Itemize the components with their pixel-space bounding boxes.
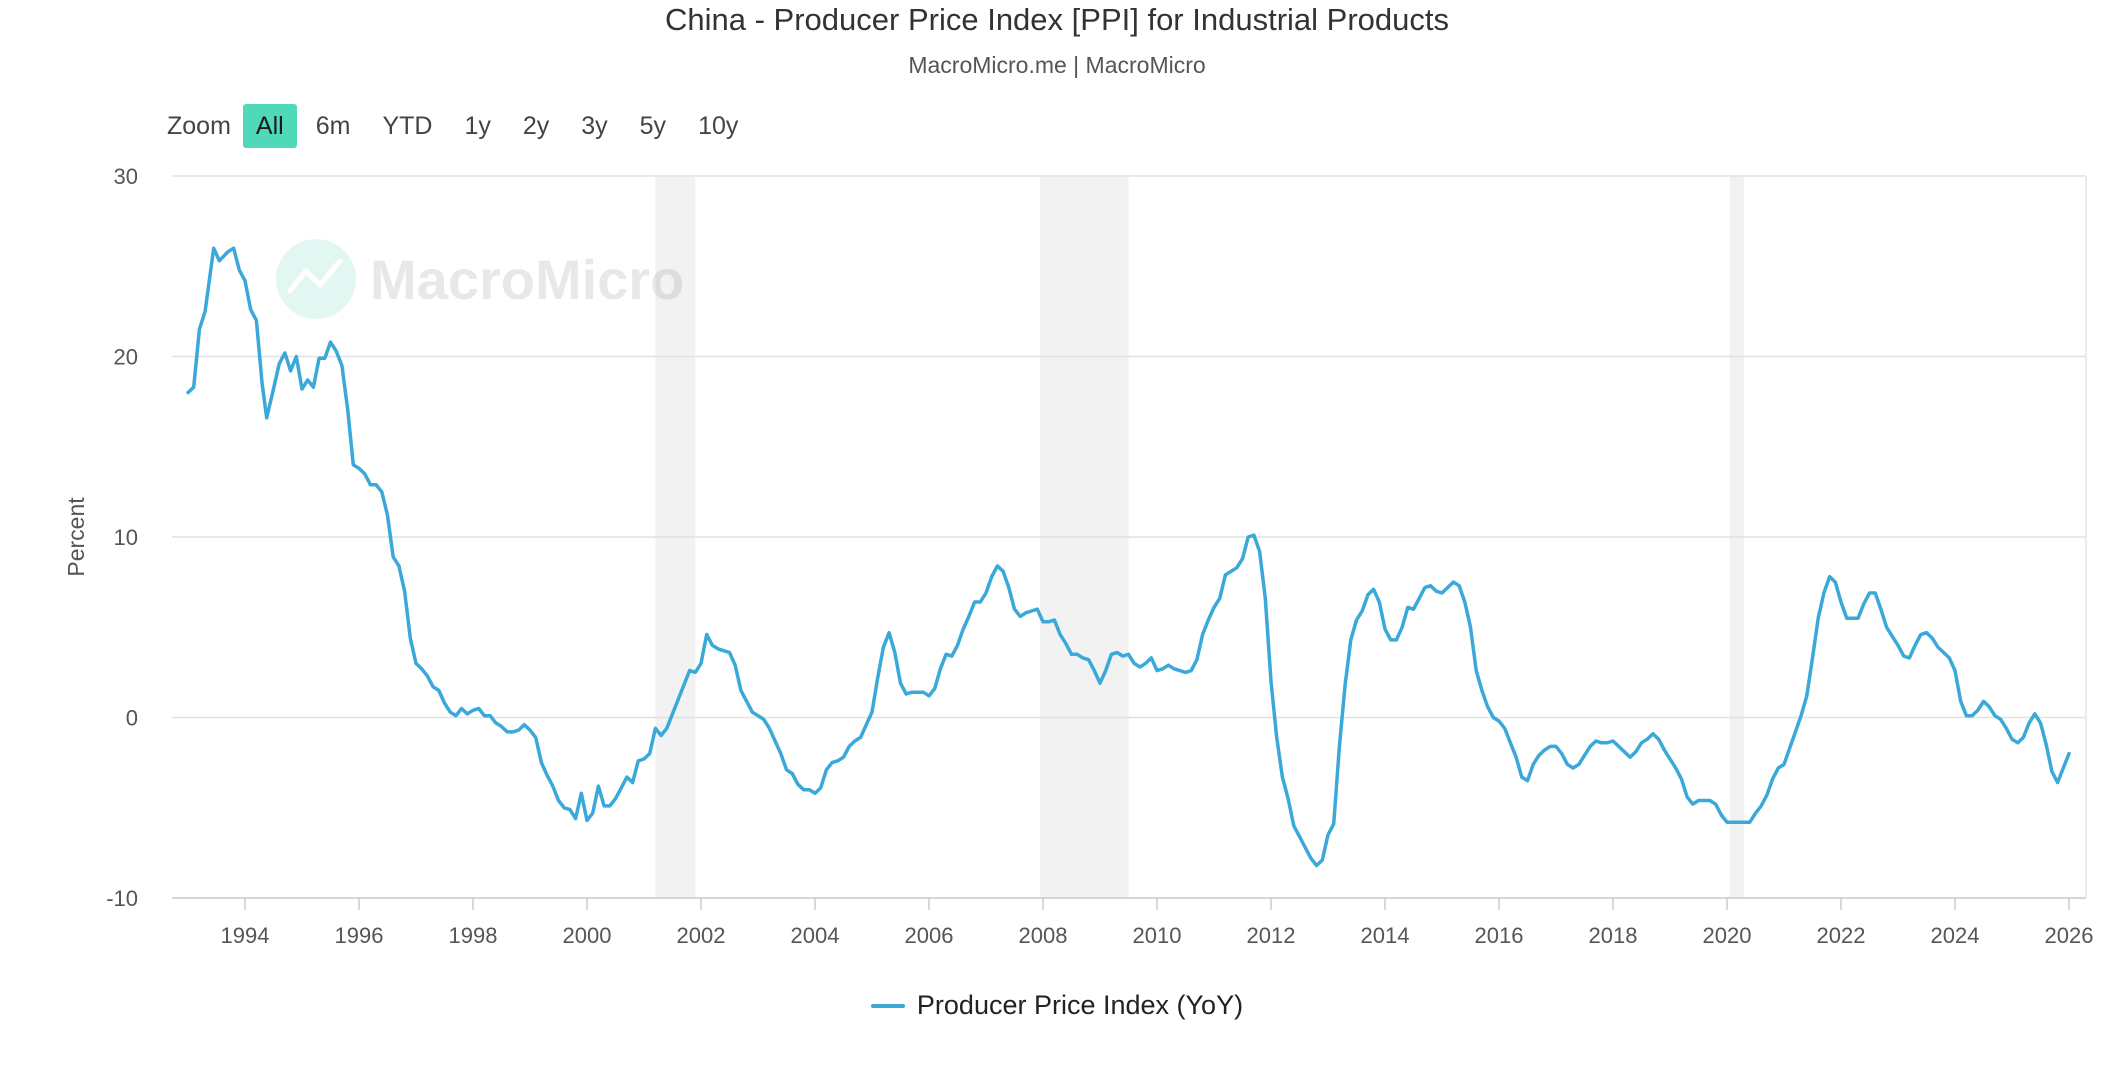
y-tick-label: -10 — [106, 886, 138, 911]
y-tick-label: 30 — [114, 164, 138, 189]
x-tick-label: 2024 — [1931, 923, 1980, 948]
zoom-label: Zoom — [167, 111, 231, 140]
legend-swatch — [870, 1003, 905, 1008]
x-tick-label: 2002 — [677, 923, 726, 948]
x-axis: 1994 1996 1998 2000 2002 2004 2006 2008 2010 2012… — [172, 176, 2093, 948]
y-tick-label: 10 — [114, 525, 138, 550]
series-line-producer-price-index[interactable] — [186, 246, 2071, 868]
legend-label: Producer Price Index (YoY) — [916, 990, 1244, 1020]
zoom-5y-button[interactable]: 5y — [639, 112, 667, 140]
x-tick-label: 2026 — [2045, 923, 2094, 948]
x-tick-label: 2022 — [1817, 923, 1866, 948]
y-tick-label: 0 — [126, 706, 138, 731]
zoom-1y-button[interactable]: 1y — [464, 112, 491, 140]
zoom-all-button[interactable]: All — [242, 104, 297, 148]
watermark-logo-chart-icon — [287, 258, 343, 294]
watermark: MacroMicro — [276, 239, 684, 319]
x-tick-label: 1996 — [335, 923, 384, 948]
x-tick-label: 2000 — [563, 923, 612, 948]
x-tick-label: 2020 — [1703, 923, 1752, 948]
watermark-logo-icon — [276, 239, 356, 319]
chart-title: China - Producer Price Index [PPI] for I… — [665, 2, 1449, 37]
zoom-2y-button[interactable]: 2y — [522, 112, 550, 140]
legend[interactable]: Producer Price Index (YoY) — [0, 990, 2114, 1021]
x-tick-label: 2008 — [1019, 923, 1068, 948]
zoom-3y-button[interactable]: 3y — [581, 112, 608, 140]
x-tick-label: 1994 — [221, 923, 270, 948]
zoom-6m-button[interactable]: 6m — [315, 112, 351, 140]
x-tick-label: 1998 — [449, 923, 498, 948]
watermark-text: MacroMicro — [370, 248, 684, 311]
x-tick-label: 2012 — [1247, 923, 1296, 948]
y-tick-label: 20 — [114, 345, 138, 370]
chart-subtitle: MacroMicro.me | MacroMicro — [908, 52, 1206, 78]
x-tick-label: 2014 — [1361, 923, 1410, 948]
zoom-bar: Zoom All 6m YTD 1y 2y 3y 5y 10y — [167, 103, 757, 149]
y-axis-title: Percent — [63, 497, 89, 577]
zoom-10y-button[interactable]: 10y — [698, 112, 739, 140]
x-tick-label: 2006 — [905, 923, 954, 948]
x-tick-label: 2016 — [1475, 923, 1524, 948]
x-tick-label: 2004 — [791, 923, 840, 948]
y-axis: 30 20 10 0 -10 — [106, 164, 138, 911]
zoom-ytd-button[interactable]: YTD — [382, 112, 433, 140]
x-tick-label: 2018 — [1589, 923, 1638, 948]
x-tick-label: 2010 — [1133, 923, 1182, 948]
